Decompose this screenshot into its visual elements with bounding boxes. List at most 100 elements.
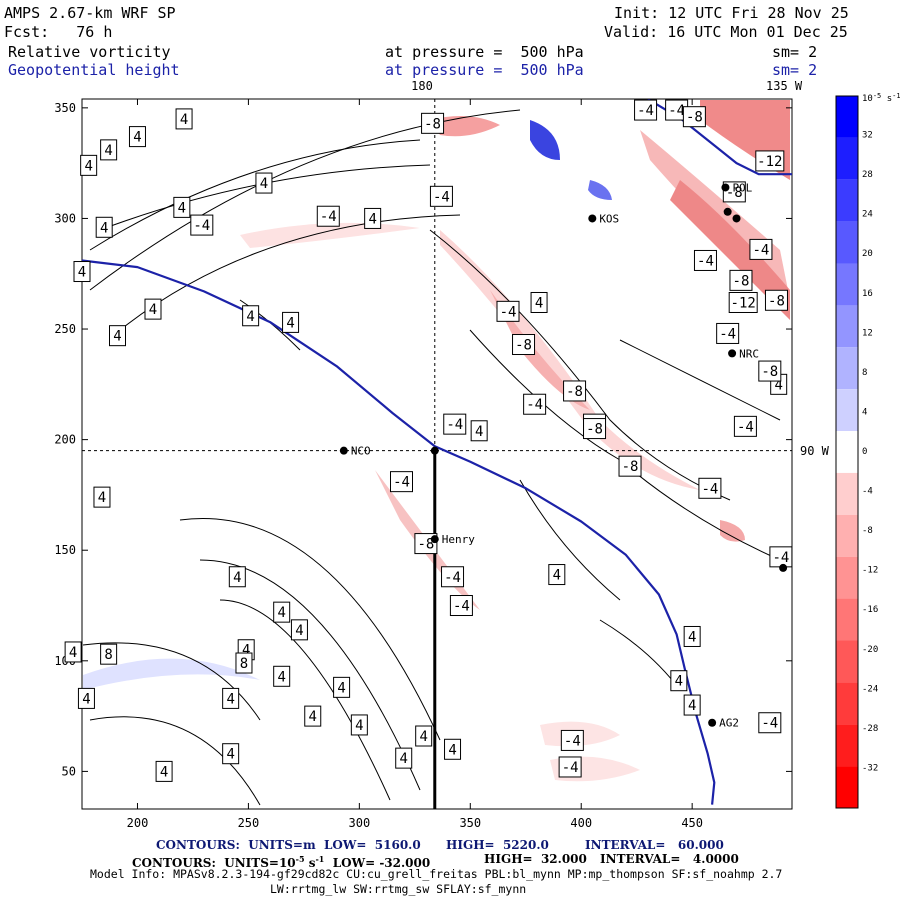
- station-label: AG2: [719, 717, 739, 730]
- station-dot: [779, 563, 788, 572]
- contour-label-box: [222, 743, 240, 765]
- field2-level: at pressure = 500 hPa: [385, 61, 584, 79]
- contour-label-text: 4: [84, 158, 92, 174]
- colorbar-band: [836, 305, 858, 348]
- contour-label-text: 4: [400, 751, 408, 767]
- contour-label-box: [523, 393, 547, 415]
- contour-label-text: -12: [757, 154, 782, 170]
- field1-level: at pressure = 500 hPa: [385, 43, 584, 61]
- contour-label-text: -8: [622, 459, 639, 475]
- contour-label-box: [93, 486, 111, 508]
- contour-label: -8: [758, 360, 782, 382]
- contour-label-text: 4: [688, 629, 696, 645]
- station-label: POL: [732, 181, 752, 194]
- contour-label-text: -4: [668, 103, 685, 119]
- contour-label-text: 4: [246, 309, 254, 325]
- x-tick-label: 450: [681, 816, 703, 830]
- contour-label: 4: [95, 216, 113, 238]
- colorbar-band: [836, 221, 858, 264]
- contour-label: -8: [729, 269, 753, 291]
- contour-label: -4: [716, 322, 740, 344]
- contour-label: 4: [222, 687, 240, 709]
- colorbar-band: [836, 514, 858, 557]
- contour-label-box: [64, 641, 82, 663]
- contour-label-box: [560, 729, 584, 751]
- contour-label: 4: [683, 694, 701, 716]
- contour-label-text: 4: [69, 645, 77, 661]
- colorbar-band: [836, 431, 858, 473]
- contour-label-text: -8: [768, 293, 785, 309]
- footer-vort-interval: INTERVAL= 4.0000: [600, 852, 739, 866]
- colorbar-band: [836, 96, 858, 138]
- colorbar-label: 8: [862, 368, 867, 378]
- contour-label-text: 4: [553, 568, 561, 584]
- station-label: NCO: [351, 445, 371, 458]
- y-tick-label: 250: [54, 322, 76, 336]
- contour-label: 4: [242, 305, 260, 327]
- contour-label-text: -8: [586, 422, 603, 438]
- contour-label-text: -4: [737, 419, 754, 435]
- colorbar-band: [836, 598, 858, 641]
- contour-label-text: -8: [733, 273, 750, 289]
- contour-label-text: -4: [719, 326, 736, 342]
- contour-label-box: [563, 380, 587, 402]
- x-tick-label: 200: [127, 816, 149, 830]
- contour-label-text: 4: [337, 680, 345, 696]
- contour-label: 4: [364, 207, 382, 229]
- contour-label-box: [444, 738, 462, 760]
- contour-label: -8: [583, 418, 607, 440]
- contour-label-text: -4: [193, 218, 210, 234]
- contour-label: -4: [749, 238, 773, 260]
- contour-label-box: [190, 214, 214, 236]
- contour-label: 4: [290, 619, 308, 641]
- station-label: NRC: [739, 347, 759, 360]
- contour-label-box: [290, 619, 308, 641]
- station-dot: [430, 446, 439, 455]
- contour-label-box: [530, 291, 548, 313]
- contour-label-box: [316, 205, 340, 227]
- contour-label-text: -4: [320, 209, 337, 225]
- contour-label-text: -4: [562, 760, 579, 776]
- contour-label: -8: [764, 289, 788, 311]
- contour-label-box: [144, 298, 162, 320]
- contour-label-box: [421, 112, 445, 134]
- contour-label-text: -4: [393, 475, 410, 491]
- contour-label-box: [242, 305, 260, 327]
- contour-label: 4: [304, 705, 322, 727]
- colorbar-band: [836, 472, 858, 515]
- contour-label-box: [175, 108, 193, 130]
- contour-label-text: 4: [226, 747, 234, 763]
- footer-height-high: HIGH= 5220.0: [446, 838, 549, 852]
- contour-label: -4: [758, 712, 782, 734]
- init-time: Init: 12 UTC Fri 28 Nov 25: [614, 4, 849, 22]
- x-tick-label: 250: [238, 816, 260, 830]
- colorbar-label: 16: [862, 289, 873, 299]
- colorbar-band: [836, 347, 858, 390]
- contour-label: -8: [512, 334, 536, 356]
- contour-label: -4: [560, 729, 584, 751]
- contour-label-box: [173, 196, 191, 218]
- contour-label: 4: [93, 486, 111, 508]
- contour-label-box: [758, 712, 782, 734]
- station-dot: [339, 446, 348, 455]
- colorbar-label: -8: [862, 526, 873, 536]
- colorbar-label: -32: [862, 763, 878, 773]
- colorbar-label: 0: [862, 447, 867, 457]
- station-label: Henry: [442, 533, 475, 546]
- colorbar-label: 20: [862, 249, 873, 259]
- station-dot: [588, 214, 597, 223]
- contour-label: 8: [235, 652, 253, 674]
- contour-label-text: 4: [178, 200, 186, 216]
- colorbar-label: -20: [862, 645, 878, 655]
- colorbar-band: [836, 640, 858, 683]
- contour-label: 8: [100, 643, 118, 665]
- footer-height-interval: INTERVAL= 60.000: [585, 838, 724, 852]
- contour-label-box: [235, 652, 253, 674]
- contour-label-text: 4: [295, 623, 303, 639]
- contour-label-box: [80, 154, 98, 176]
- x-tick-label: 350: [459, 816, 481, 830]
- contour-label: 4: [444, 738, 462, 760]
- contour-label-text: 4: [675, 674, 683, 690]
- contour-label-box: [441, 566, 465, 588]
- field2-smoothing: sm= 2: [772, 61, 818, 79]
